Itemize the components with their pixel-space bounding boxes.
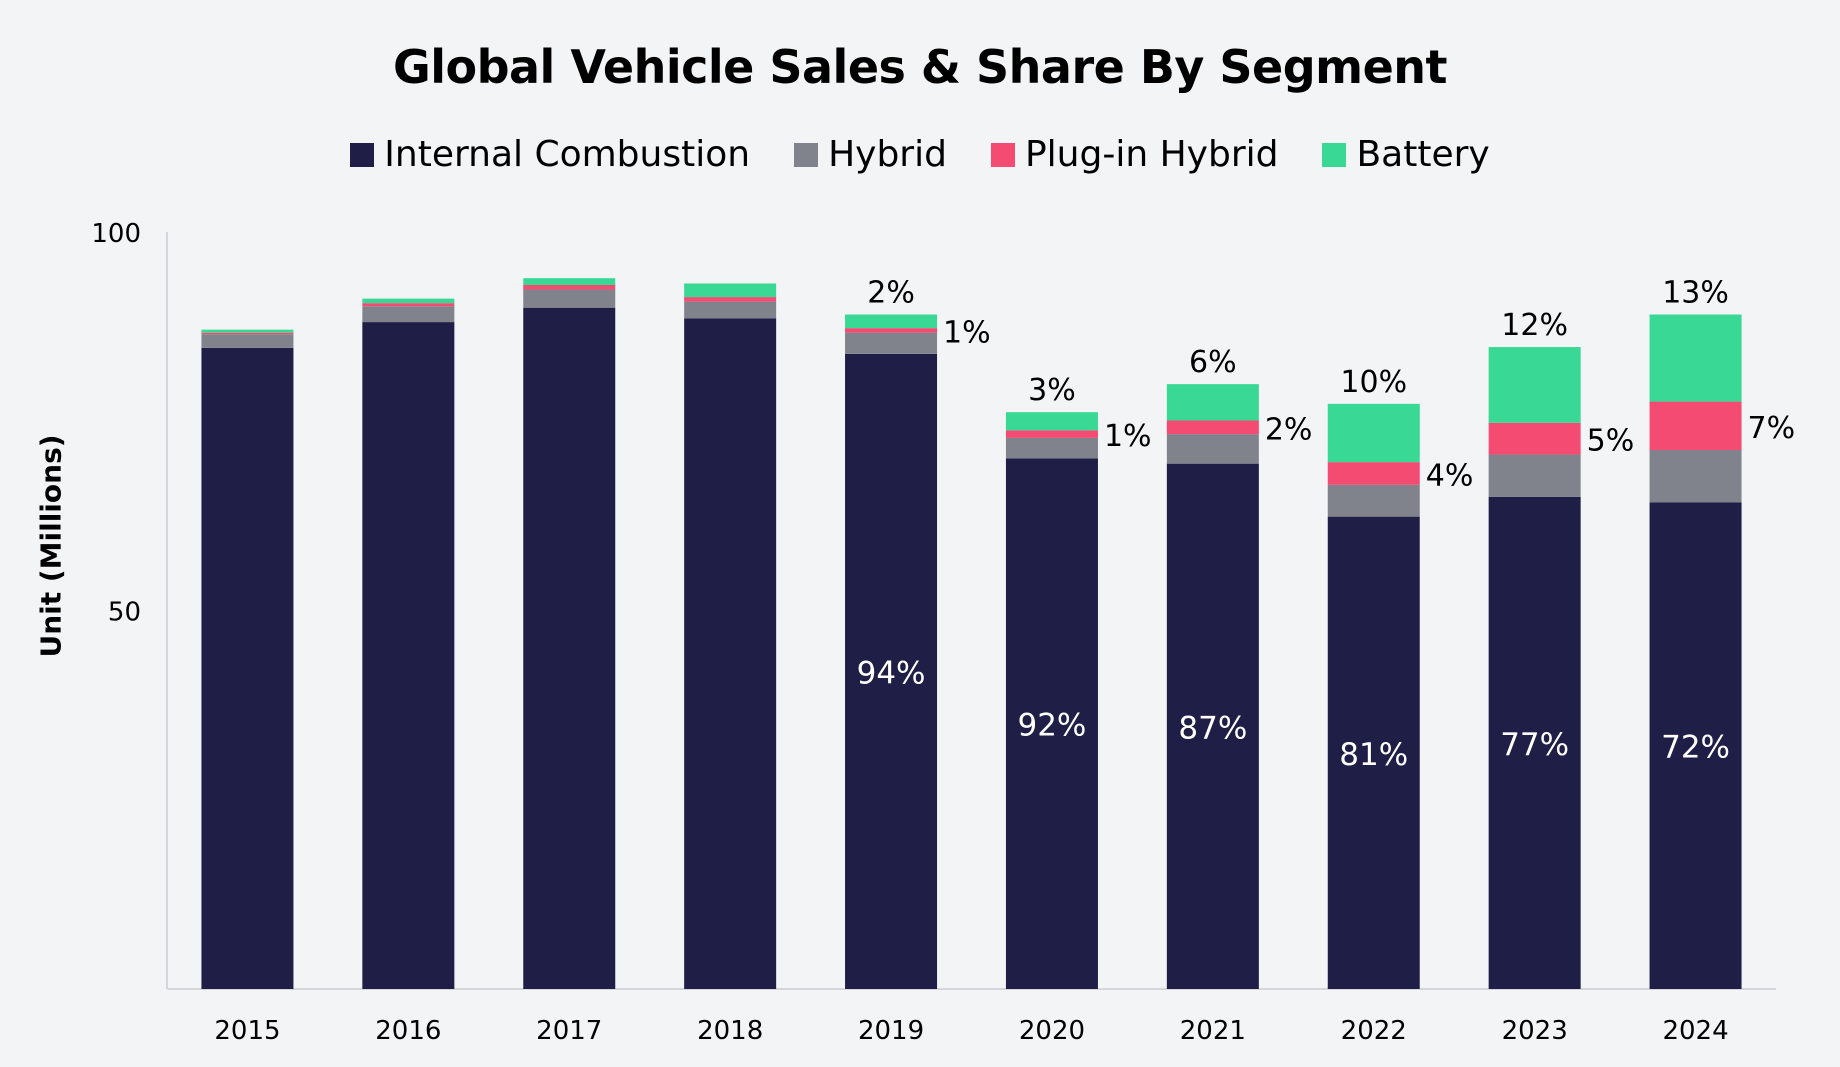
bar-segment-hybrid [523,289,616,308]
bar-segment-plug-in-hybrid [1649,401,1742,451]
legend-item-battery: Battery [1322,134,1490,175]
x-tick-label: 2024 [1662,1016,1728,1046]
bar-segment-battery [523,278,616,285]
legend: Internal Combustion Hybrid Plug-in Hybri… [0,134,1840,175]
legend-item-phev: Plug-in Hybrid [990,134,1279,175]
bar-segment-plug-in-hybrid [523,284,616,290]
data-label-bev-share: 3% [1028,373,1076,408]
data-label-bev-share: 6% [1189,345,1237,380]
bar-segment-plug-in-hybrid [1488,422,1581,455]
data-label-phev-share: 1% [943,315,991,350]
bar-segment-battery [1327,403,1420,463]
bar-segment-battery [1649,314,1742,402]
bar-segment-internal-combustion [362,322,455,989]
data-label-phev-share: 2% [1265,412,1313,447]
data-label-bev-share: 12% [1501,308,1568,343]
bar-segment-plug-in-hybrid [684,297,777,302]
bar-segment-plug-in-hybrid [845,328,938,333]
x-tick-label: 2020 [1019,1016,1085,1046]
bar-segment-battery [1005,412,1098,431]
chart-title: Global Vehicle Sales & Share By Segment [392,40,1448,94]
bar-segment-plug-in-hybrid [1327,462,1420,485]
data-label-phev-share: 7% [1748,411,1796,446]
x-tick-label: 2023 [1502,1016,1568,1046]
legend-item-ice: Internal Combustion [350,134,750,175]
bar-segment-hybrid [201,334,294,348]
bar-segment-hybrid [1488,454,1581,497]
bar-segment-hybrid [1327,484,1420,517]
legend-label-phev: Plug-in Hybrid [1024,134,1279,175]
bar-segment-hybrid [684,301,777,319]
y-tick-label: 50 [108,598,141,628]
bar-segment-hybrid [1166,434,1259,464]
bar-segment-internal-combustion [684,318,777,990]
bar-segment-internal-combustion [1488,496,1581,989]
bar-segment-plug-in-hybrid [201,332,294,335]
bar-segment-plug-in-hybrid [1166,420,1259,435]
bar-segment-plug-in-hybrid [362,303,455,307]
data-label-ice-share: 77% [1500,727,1569,763]
bar-segment-battery [1166,384,1259,421]
bar-segment-internal-combustion [1327,516,1420,989]
bar-segment-internal-combustion [1649,502,1742,989]
bar-segment-hybrid [845,332,938,354]
data-label-ice-share: 72% [1661,730,1730,766]
legend-label-battery: Battery [1356,134,1490,175]
data-label-ice-share: 94% [857,655,926,691]
x-tick-label: 2018 [697,1016,763,1046]
legend-label-hybrid: Hybrid [828,134,947,175]
x-tick-label: 2021 [1180,1016,1246,1046]
bar-segment-hybrid [1649,450,1742,503]
bar-segment-internal-combustion [1005,458,1098,989]
bar-segment-plug-in-hybrid [1005,430,1098,438]
data-label-bev-share: 2% [867,276,915,311]
x-tick-label: 2022 [1341,1016,1407,1046]
data-label-ice-share: 87% [1178,710,1247,746]
bar-segment-hybrid [362,306,455,323]
legend-swatch-battery [1322,142,1347,167]
data-label-bev-share: 10% [1340,365,1407,400]
x-tick-label: 2016 [375,1016,441,1046]
legend-label-ice: Internal Combustion [384,134,751,175]
bar-segment-battery [684,283,777,298]
legend-item-hybrid: Hybrid [794,134,947,175]
legend-swatch-ice [350,142,375,167]
data-label-phev-share: 5% [1587,424,1635,459]
x-tick-label: 2015 [214,1016,280,1046]
legend-swatch-phev [990,142,1015,167]
x-tick-label: 2017 [536,1016,602,1046]
data-label-ice-share: 92% [1017,708,1086,744]
bar-segment-battery [1488,347,1581,423]
data-label-ice-share: 81% [1339,737,1408,773]
y-tick-label: 100 [91,219,141,249]
data-label-phev-share: 4% [1426,458,1474,493]
bar-segment-hybrid [1005,437,1098,459]
legend-swatch-hybrid [794,142,819,167]
bar-segment-internal-combustion [201,347,294,989]
bar-segment-battery [201,329,294,333]
data-label-bev-share: 13% [1662,276,1729,311]
data-label-phev-share: 1% [1104,419,1152,454]
bar-segment-internal-combustion [1166,463,1259,990]
bar-segment-internal-combustion [523,307,616,989]
bar-segment-battery [362,298,455,304]
bar-segment-battery [845,314,938,329]
bar-segment-internal-combustion [845,353,938,989]
x-tick-label: 2019 [858,1016,924,1046]
